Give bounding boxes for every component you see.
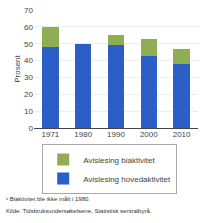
svg-text:60: 60: [24, 23, 33, 32]
svg-text:Avislesing hovedaktivitet: Avislesing hovedaktivitet: [83, 175, 171, 184]
svg-text:1980: 1980: [74, 130, 92, 139]
svg-text:20: 20: [24, 90, 33, 99]
svg-text:30: 30: [24, 73, 33, 82]
svg-text:Kilde: Tidsbruksundersøkelsene: Kilde: Tidsbruksundersøkelsene, Statisti…: [6, 208, 152, 214]
svg-text:50: 50: [24, 40, 33, 49]
svg-text:0: 0: [29, 124, 34, 133]
svg-text:10: 10: [24, 107, 33, 116]
svg-text:70: 70: [24, 6, 33, 15]
svg-text:Avislesing biaktivitet: Avislesing biaktivitet: [83, 156, 155, 165]
svg-text:1990: 1990: [107, 130, 125, 139]
svg-text:1971: 1971: [42, 130, 60, 139]
svg-text:2000: 2000: [140, 130, 158, 139]
svg-text:Prosent: Prosent: [13, 54, 22, 82]
svg-text:2010: 2010: [173, 130, 191, 139]
svg-text:40: 40: [24, 56, 33, 65]
svg-text:¹ Biaktivitet ble ikke målt i: ¹ Biaktivitet ble ikke målt i 1980.: [6, 196, 90, 202]
